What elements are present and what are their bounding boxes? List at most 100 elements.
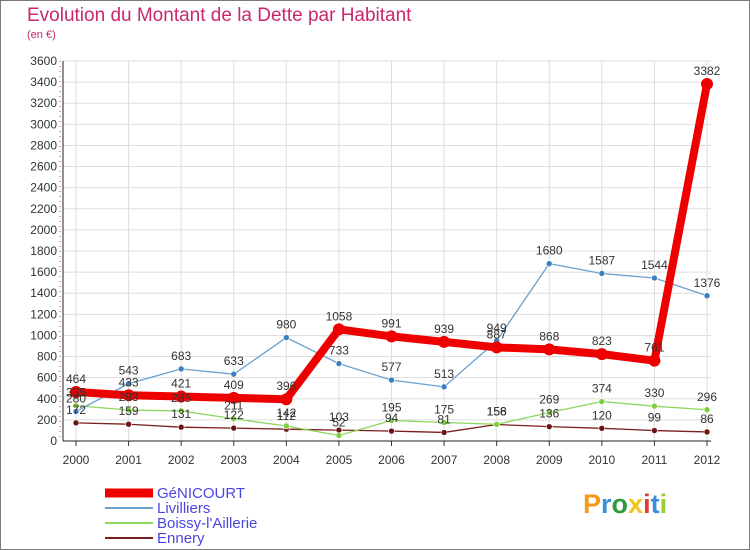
x-tick-label: 2007 <box>431 453 458 467</box>
data-label-boissy-l-aillerie: 269 <box>539 393 559 407</box>
data-label-ennery: 131 <box>171 407 191 421</box>
x-tick-label: 2010 <box>588 453 615 467</box>
data-label-g-nicourt: 887 <box>487 327 507 341</box>
data-point-g-nicourt <box>175 390 188 403</box>
data-label-g-nicourt: 464 <box>66 372 86 386</box>
data-label-boissy-l-aillerie: 158 <box>487 404 507 418</box>
data-point-boissy-l-aillerie <box>125 406 132 414</box>
data-point-boissy-l-aillerie <box>493 421 500 428</box>
data-point-boissy-l-aillerie <box>651 402 658 410</box>
y-tick-label: 600 <box>37 371 57 385</box>
y-tick-label: 1600 <box>30 265 57 279</box>
logo-letter: t <box>650 489 660 519</box>
y-tick-label: 3000 <box>30 117 57 131</box>
y-tick-label: 1000 <box>30 328 57 342</box>
x-tick-label: 2004 <box>273 453 300 467</box>
legend-label-g-nicourt: GéNICOURT <box>157 485 245 502</box>
y-tick-label: 1400 <box>30 286 57 300</box>
data-point-livilliers <box>388 376 395 384</box>
data-label-ennery: 112 <box>277 409 296 423</box>
data-label-ennery: 172 <box>66 403 86 417</box>
data-point-livilliers <box>177 365 185 373</box>
y-tick-label: 3400 <box>30 75 57 89</box>
data-point-boissy-l-aillerie <box>598 398 606 405</box>
data-point-boissy-l-aillerie <box>703 406 711 414</box>
data-point-boissy-l-aillerie <box>335 432 343 439</box>
legend-label-ennery: Ennery <box>157 530 205 547</box>
data-point-g-nicourt <box>543 343 556 356</box>
data-label-boissy-l-aillerie: 374 <box>592 382 612 396</box>
data-label-ennery: 99 <box>648 411 662 425</box>
data-label-g-nicourt: 409 <box>224 378 244 392</box>
x-tick-label: 2005 <box>326 453 353 467</box>
data-point-boissy-l-aillerie <box>545 409 553 416</box>
data-point-boissy-l-aillerie <box>440 419 448 426</box>
data-point-livilliers <box>703 292 711 300</box>
data-point-ennery <box>598 425 606 432</box>
data-label-livilliers: 949 <box>487 321 507 335</box>
data-label-livilliers: 577 <box>381 360 401 374</box>
data-point-livilliers <box>651 274 658 282</box>
data-label-g-nicourt: 868 <box>539 329 559 343</box>
data-label-g-nicourt: 991 <box>381 316 401 330</box>
data-point-boissy-l-aillerie <box>283 422 290 430</box>
data-point-ennery <box>440 429 448 436</box>
x-tick-label: 2012 <box>694 453 721 467</box>
data-label-boissy-l-aillerie: 296 <box>697 390 717 404</box>
data-point-livilliers <box>598 270 606 277</box>
proxiti-logo: Proxiti <box>583 489 667 520</box>
data-point-boissy-l-aillerie <box>177 407 185 415</box>
data-label-ennery: 94 <box>385 411 399 425</box>
y-tick-label: 2400 <box>30 181 57 195</box>
data-label-livilliers: 683 <box>171 349 191 363</box>
data-point-livilliers <box>125 380 132 387</box>
data-label-boissy-l-aillerie: 335 <box>66 386 86 400</box>
data-point-boissy-l-aillerie <box>230 415 238 423</box>
data-label-ennery: 81 <box>437 412 451 426</box>
data-label-g-nicourt: 823 <box>592 334 612 348</box>
data-label-boissy-l-aillerie: 211 <box>224 399 243 413</box>
data-label-g-nicourt: 939 <box>434 322 454 336</box>
y-tick-label: 2600 <box>30 160 57 174</box>
data-point-ennery <box>230 424 238 432</box>
data-label-ennery: 159 <box>119 404 139 418</box>
data-point-g-nicourt <box>122 389 135 402</box>
data-point-ennery <box>72 419 80 427</box>
data-point-ennery <box>703 428 711 436</box>
x-tick-label: 2009 <box>536 453 563 467</box>
y-tick-label: 2000 <box>30 223 57 237</box>
data-point-g-nicourt <box>227 391 240 404</box>
data-label-boissy-l-aillerie: 142 <box>276 406 296 420</box>
data-point-g-nicourt <box>70 386 82 399</box>
legend-label-livilliers: Livilliers <box>157 500 210 517</box>
y-tick-label: 2800 <box>30 138 57 152</box>
data-point-ennery <box>177 423 185 431</box>
data-label-livilliers: 1376 <box>694 276 721 290</box>
y-tick-label: 1800 <box>30 244 57 258</box>
data-label-ennery: 86 <box>700 412 714 426</box>
data-point-ennery <box>651 427 658 434</box>
data-point-g-nicourt <box>490 341 503 354</box>
x-tick-label: 2011 <box>642 453 668 467</box>
data-point-g-nicourt <box>701 78 713 91</box>
logo-letter: i <box>643 489 651 519</box>
y-tick-label: 3600 <box>30 54 57 68</box>
data-point-g-nicourt <box>438 335 451 348</box>
data-point-g-nicourt <box>595 348 608 361</box>
data-label-ennery: 103 <box>329 410 349 424</box>
data-point-ennery <box>388 427 395 435</box>
data-point-ennery <box>545 423 553 430</box>
data-label-livilliers: 1680 <box>536 244 563 258</box>
data-point-g-nicourt <box>280 393 293 406</box>
y-tick-label: 1200 <box>30 307 57 321</box>
x-tick-label: 2002 <box>168 453 195 467</box>
data-label-ennery: 156 <box>487 405 507 419</box>
data-label-livilliers: 733 <box>329 344 349 358</box>
data-label-ennery: 120 <box>592 408 612 422</box>
data-point-livilliers <box>72 408 80 415</box>
data-label-boissy-l-aillerie: 285 <box>171 391 191 405</box>
y-tick-label: 400 <box>37 392 57 406</box>
data-point-livilliers <box>440 383 448 391</box>
data-label-ennery: 122 <box>224 408 244 422</box>
